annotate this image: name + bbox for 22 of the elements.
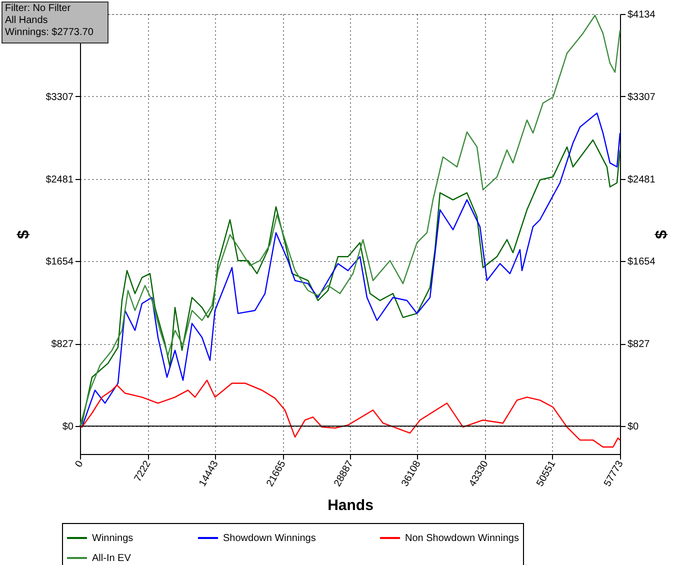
legend-label: Winnings xyxy=(92,533,134,544)
y2-tick-label: $827 xyxy=(628,339,650,350)
annotation: Winnings: $2773.70 xyxy=(5,27,94,38)
y-tick-label: $1654 xyxy=(46,256,74,268)
legend-label: All-In EV xyxy=(92,553,132,564)
y-tick-label: $2481 xyxy=(46,174,74,186)
legend-label: Non Showdown Winnings xyxy=(405,533,519,544)
y-tick-label: $0 xyxy=(62,422,74,433)
y-axis-title: $ xyxy=(16,230,33,239)
y2-tick-label: $2481 xyxy=(628,174,656,186)
text: All Hands xyxy=(5,15,48,26)
y2-tick-label: $3307 xyxy=(628,92,656,103)
y2-tick-label: $1654 xyxy=(628,256,656,268)
y-tick-label: $3307 xyxy=(46,92,74,103)
y2-tick-label: $0 xyxy=(628,422,640,433)
text: Filter: No Filter xyxy=(5,3,72,14)
x-tick-label: 0 xyxy=(73,458,86,470)
y2-axis-title: $ xyxy=(653,230,670,239)
y2-tick-label: $4134 xyxy=(628,10,656,20)
y-tick-label: $827 xyxy=(51,339,74,350)
x-axis-title: Hands xyxy=(328,497,374,514)
legend-label: Showdown Winnings xyxy=(223,533,316,544)
